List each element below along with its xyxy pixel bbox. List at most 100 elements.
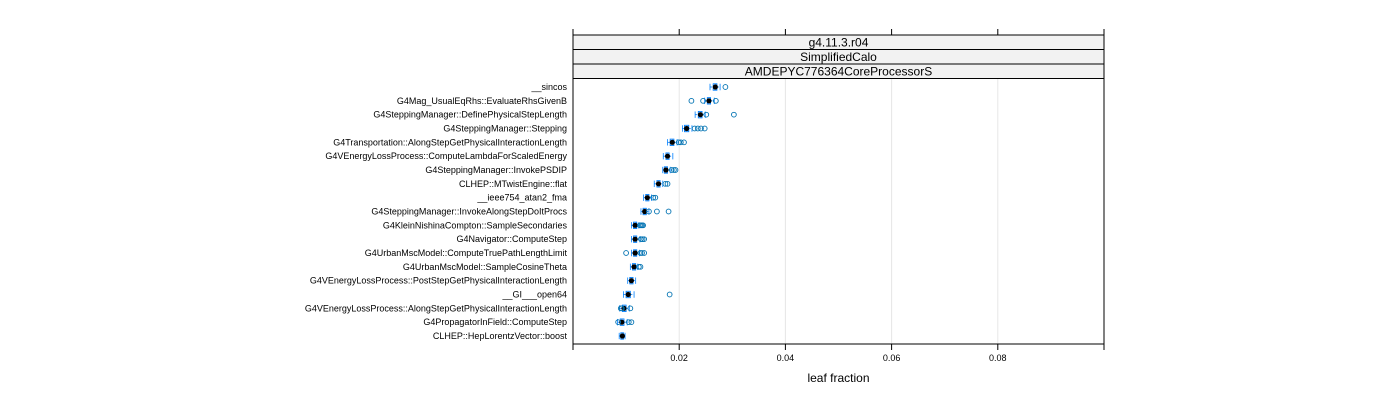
outlier-point-0 [722,84,729,90]
category-label-3: G4SteppingManager::Stepping [443,124,567,134]
outlier-point-0 [638,236,644,243]
box-12 [623,249,648,257]
category-label-11: G4Navigator::ComputeStep [456,234,567,244]
outlier-point-3 [701,125,708,132]
box-15 [623,290,673,299]
category-label-16: G4VEnergyLossProcess::AlongStepGetPhysic… [305,303,567,313]
outlier-point-0 [635,263,642,270]
category-label-18: CLHEP::HepLorentzVector::boost [433,331,568,341]
median-dot [628,278,635,284]
x-axis-label: leaf fraction [807,371,869,385]
median-dot [632,222,638,228]
outlier-point-1 [703,111,710,118]
outlier-point-2 [641,236,648,243]
category-label-9: G4SteppingManager::InvokeAlongStepDoItPr… [371,207,567,217]
outlier-point-0 [662,180,669,187]
median-dot [697,112,704,118]
outlier-point-0 [654,208,660,215]
box-marks [615,83,737,340]
grid-lines [678,78,999,344]
box-7 [653,180,671,188]
outlier-point-2 [698,125,704,132]
box-6 [662,166,679,174]
median-dot [663,167,669,173]
outlier-point-2 [639,250,645,256]
outlier-point-1 [694,125,701,132]
category-label-0: __sincos [530,82,567,92]
median-dot [642,208,648,215]
category-label-15: __GI___open64 [501,290,567,300]
box-16 [617,304,634,312]
median-dot [655,181,662,187]
outlier-point-3 [641,250,648,256]
x-tick-label-1: 0.04 [777,353,795,363]
strip-label-1: SimplifiedCalo [800,50,877,64]
outlier-point-0 [688,97,695,104]
strip-label-0: g4.11.3.r04 [809,36,869,50]
box-17 [615,318,635,326]
x-tick-label-3: 0.08 [989,353,1007,363]
outlier-point-1 [637,250,644,256]
panel-frame [572,78,1105,345]
median-dot [669,139,675,145]
outlier-point-1 [677,139,684,146]
outlier-point-0 [675,139,682,146]
median-dot [664,153,671,159]
outlier-point-0 [666,291,673,298]
category-label-12: G4UrbanMscModel::ComputeTruePathLengthLi… [365,248,568,258]
box-2 [694,111,737,119]
strip-label-2: AMDEPYC776364CoreProcessorS [745,65,932,79]
category-label-17: G4PropagatorInField::ComputeStep [423,317,567,327]
strip-headers: g4.11.3.r04SimplifiedCaloAMDEPYC776364Co… [572,34,1105,79]
outlier-point-1 [619,305,625,312]
outlier-point-1 [625,319,632,326]
outlier-point-0 [668,167,675,173]
category-labels: __sincosG4Mag_UsualEqRhs::EvaluateRhsGiv… [305,82,568,341]
median-dot [625,291,631,298]
box-9 [640,207,672,216]
outlier-point-0 [691,125,698,132]
outlier-point-3 [640,222,646,229]
box-1 [688,97,719,105]
category-label-8: __ieee754_atan2_fma [476,193,567,203]
outlier-point-2 [712,97,719,104]
median-dot [619,333,625,339]
box-18 [618,332,626,340]
x-tick-label-2: 0.06 [883,353,901,363]
median-dot [706,98,712,104]
median-dot [632,236,638,242]
category-label-7: CLHEP::MTwistEngine::flat [459,179,568,189]
outlier-point-0 [623,250,629,256]
box-5 [662,152,674,160]
category-label-10: G4KleinNishinaCompton::SampleSecondaries [383,220,568,230]
outlier-point-0 [615,319,621,326]
outlier-point-1 [637,263,644,270]
box-13 [629,263,644,271]
category-label-14: G4VEnergyLossProcess::PostStepGetPhysica… [310,276,567,286]
x-axis: 0.02 0.04 0.06 0.08 [572,29,1105,363]
box-10 [631,221,646,229]
outlier-point-1 [665,208,672,215]
outlier-point-1 [664,180,671,187]
box-0 [709,83,729,91]
category-label-2: G4SteppingManager::DefinePhysicalStepLen… [373,110,567,120]
box-4 [667,138,687,146]
median-dot [712,84,718,90]
outlier-point-1 [671,167,677,173]
median-dot [644,195,650,201]
outlier-point-1 [652,194,659,201]
box-11 [631,235,648,243]
category-label-5: G4VEnergyLossProcess::ComputeLambdaForSc… [325,151,567,161]
outlier-point-0 [650,194,657,201]
category-label-6: G4SteppingManager::InvokePSDIP [425,165,567,175]
box-14 [627,277,637,285]
outlier-point-1 [700,97,706,104]
x-tick-label-0: 0.02 [670,353,688,363]
outlier-point-2 [646,208,652,215]
outlier-point-1 [639,236,646,243]
outlier-point-2 [627,305,634,312]
outlier-point-2 [681,139,687,146]
outlier-point-0 [731,111,737,118]
outlier-point-2 [628,319,635,326]
